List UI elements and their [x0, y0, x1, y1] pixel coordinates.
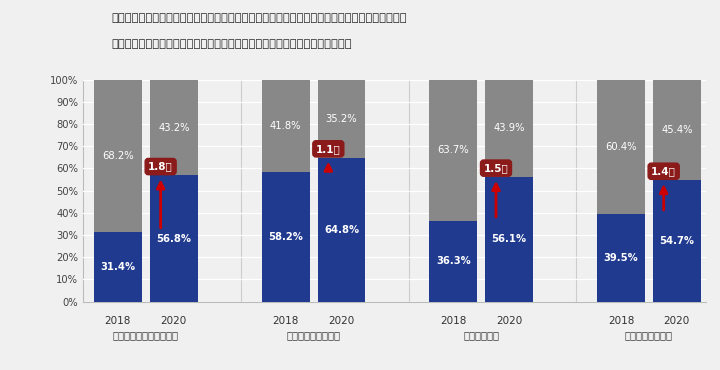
Text: 35.2%: 35.2% — [325, 114, 357, 124]
Text: 60.4%: 60.4% — [606, 142, 636, 152]
Text: 41.8%: 41.8% — [270, 121, 302, 131]
Text: 2020: 2020 — [496, 316, 522, 326]
Text: 1.4倍: 1.4倍 — [652, 166, 676, 176]
Text: 1.1倍: 1.1倍 — [316, 144, 341, 154]
Bar — [429, 221, 477, 302]
Text: 1.5倍: 1.5倍 — [484, 163, 508, 173]
Bar — [653, 180, 701, 302]
Text: 「アドフラウド」「ビューアビリティ」といったキーワードをご存知ですか？: 「アドフラウド」「ビューアビリティ」といったキーワードをご存知ですか？ — [112, 39, 352, 49]
Text: アドフラウド: アドフラウド — [463, 330, 499, 340]
Text: 31.4%: 31.4% — [100, 262, 135, 272]
Bar — [150, 80, 198, 175]
Text: アドベリフィケーション: アドベリフィケーション — [113, 330, 179, 340]
Text: 2018: 2018 — [104, 316, 131, 326]
Text: 1.8倍: 1.8倍 — [148, 162, 173, 172]
Bar — [485, 177, 533, 302]
Text: 56.8%: 56.8% — [156, 233, 192, 243]
Text: 2018: 2018 — [272, 316, 299, 326]
Text: 2020: 2020 — [328, 316, 355, 326]
Text: 56.1%: 56.1% — [492, 234, 527, 244]
Bar — [94, 232, 142, 302]
Text: 43.9%: 43.9% — [493, 123, 525, 133]
Text: 64.8%: 64.8% — [324, 225, 359, 235]
Bar — [261, 80, 310, 172]
Bar — [150, 175, 198, 302]
Bar — [318, 158, 366, 302]
Text: 39.5%: 39.5% — [603, 253, 639, 263]
Bar — [94, 80, 142, 232]
Text: 2020: 2020 — [664, 316, 690, 326]
Bar — [597, 214, 645, 302]
Text: 2020: 2020 — [161, 316, 187, 326]
Bar — [653, 79, 701, 180]
Bar — [429, 80, 477, 221]
Text: 2018: 2018 — [440, 316, 467, 326]
Bar — [485, 80, 533, 177]
Text: ビューアビリティ: ビューアビリティ — [625, 330, 673, 340]
Text: あなたは、デジタル広告配信における「アドベリフィケーション」や、「ブランドセーフティ」: あなたは、デジタル広告配信における「アドベリフィケーション」や、「ブランドセーフ… — [112, 13, 408, 23]
Text: 45.4%: 45.4% — [661, 125, 693, 135]
Text: 68.2%: 68.2% — [102, 151, 134, 161]
Text: 63.7%: 63.7% — [438, 145, 469, 155]
Text: ブランドセーフティ: ブランドセーフティ — [287, 330, 341, 340]
Text: 58.2%: 58.2% — [268, 232, 303, 242]
Bar — [261, 172, 310, 302]
Bar — [597, 80, 645, 214]
Text: 54.7%: 54.7% — [660, 236, 694, 246]
Bar — [318, 80, 366, 158]
Text: 2018: 2018 — [608, 316, 634, 326]
Text: 43.2%: 43.2% — [158, 122, 189, 132]
Text: 36.3%: 36.3% — [436, 256, 471, 266]
